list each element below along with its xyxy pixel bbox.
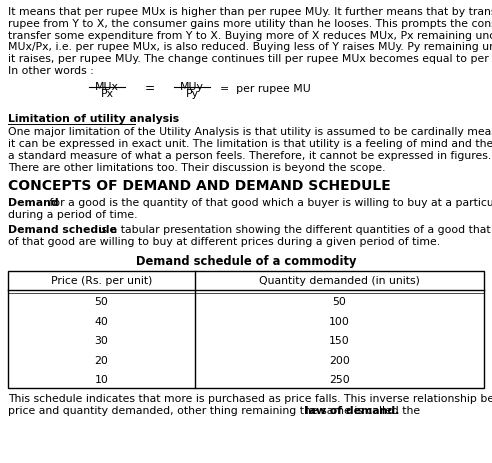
Text: MUy: MUy: [180, 82, 204, 92]
Text: transfer some expenditure from Y to X. Buying more of X reduces MUx, Px remainin: transfer some expenditure from Y to X. B…: [8, 31, 492, 41]
Text: Quantity demanded (in units): Quantity demanded (in units): [259, 275, 420, 286]
Text: 100: 100: [329, 317, 350, 327]
Text: rupee from Y to X, the consumer gains more utility than he looses. This prompts : rupee from Y to X, the consumer gains mo…: [8, 19, 492, 29]
Text: MUx/Px, i.e. per rupee MUx, is also reduced. Buying less of Y raises MUy. Py rem: MUx/Px, i.e. per rupee MUx, is also redu…: [8, 43, 492, 52]
Text: Py: Py: [185, 89, 198, 99]
Text: during a period of time.: during a period of time.: [8, 210, 137, 220]
Text: Px: Px: [100, 89, 114, 99]
Text: One major limitation of the Utility Analysis is that utility is assumed to be ca: One major limitation of the Utility Anal…: [8, 127, 492, 137]
Text: 250: 250: [329, 375, 350, 386]
Text: Demand schedule of a commodity: Demand schedule of a commodity: [136, 256, 356, 269]
Text: is a tabular presentation showing the different quantities of a good that buyers: is a tabular presentation showing the di…: [95, 225, 492, 235]
Text: Limitation of utility analysis: Limitation of utility analysis: [8, 114, 179, 125]
Text: =  per rupee MU: = per rupee MU: [220, 84, 311, 94]
Text: 150: 150: [329, 337, 350, 346]
Text: 20: 20: [94, 356, 108, 366]
Text: it raises, per rupee MUy. The change continues till per rupee MUx becomes equal : it raises, per rupee MUy. The change con…: [8, 54, 492, 64]
Text: 10: 10: [94, 375, 108, 386]
Text: MUx: MUx: [95, 82, 119, 92]
Text: Demand schedule: Demand schedule: [8, 225, 117, 235]
Text: 50: 50: [333, 297, 346, 307]
Text: 40: 40: [94, 317, 108, 327]
Text: Demand: Demand: [8, 198, 59, 208]
Text: Price (Rs. per unit): Price (Rs. per unit): [51, 275, 152, 286]
Text: of that good are willing to buy at different prices during a given period of tim: of that good are willing to buy at diffe…: [8, 237, 440, 247]
Text: 50: 50: [94, 297, 108, 307]
Text: There are other limitations too. Their discussion is beyond the scope.: There are other limitations too. Their d…: [8, 163, 386, 173]
Text: This schedule indicates that more is purchased as price falls. This inverse rela: This schedule indicates that more is pur…: [8, 394, 492, 404]
Bar: [8, 271, 484, 388]
Text: 200: 200: [329, 356, 350, 366]
Text: It means that per rupee MUx is higher than per rupee MUy. It further means that : It means that per rupee MUx is higher th…: [8, 7, 492, 17]
Text: =: =: [145, 82, 155, 95]
Text: law of demand.: law of demand.: [306, 406, 400, 415]
Text: a standard measure of what a person feels. Therefore, it cannot be expressed in : a standard measure of what a person feel…: [8, 151, 491, 161]
Text: 30: 30: [94, 337, 108, 346]
Text: CONCEPTS OF DEMAND AND DEMAND SCHEDULE: CONCEPTS OF DEMAND AND DEMAND SCHEDULE: [8, 179, 391, 194]
Text: In other words :: In other words :: [8, 66, 94, 76]
Text: for a good is the quantity of that good which a buyer is willing to buy at a par: for a good is the quantity of that good …: [46, 198, 492, 208]
Text: it can be expressed in exact unit. The limitation is that utility is a feeling o: it can be expressed in exact unit. The l…: [8, 139, 492, 149]
Text: price and quantity demanded, other thing remaining the same is called the: price and quantity demanded, other thing…: [8, 406, 424, 415]
